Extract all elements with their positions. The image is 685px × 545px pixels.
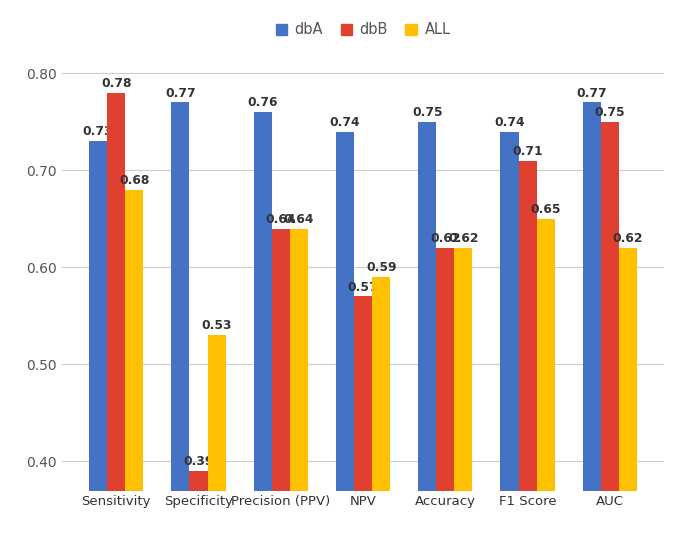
Bar bbox=[336, 131, 354, 545]
Bar bbox=[454, 248, 473, 545]
Text: 0.39: 0.39 bbox=[184, 455, 214, 468]
Bar bbox=[536, 219, 555, 545]
Text: 0.62: 0.62 bbox=[430, 232, 460, 245]
Legend: dbA, dbB, ALL: dbA, dbB, ALL bbox=[270, 16, 456, 43]
Text: 0.62: 0.62 bbox=[448, 232, 479, 245]
Text: 0.57: 0.57 bbox=[348, 281, 378, 294]
Text: 0.75: 0.75 bbox=[595, 106, 625, 119]
Bar bbox=[107, 93, 125, 545]
Text: 0.53: 0.53 bbox=[201, 319, 232, 332]
Text: 0.77: 0.77 bbox=[577, 87, 607, 100]
Bar bbox=[583, 102, 601, 545]
Bar bbox=[272, 228, 290, 545]
Bar bbox=[501, 131, 519, 545]
Bar bbox=[290, 228, 308, 545]
Bar bbox=[601, 122, 619, 545]
Bar bbox=[208, 335, 225, 545]
Bar bbox=[125, 190, 143, 545]
Bar bbox=[619, 248, 637, 545]
Text: 0.64: 0.64 bbox=[266, 213, 296, 226]
Text: 0.62: 0.62 bbox=[613, 232, 643, 245]
Bar bbox=[171, 102, 190, 545]
Bar bbox=[253, 112, 272, 545]
Bar bbox=[354, 296, 372, 545]
Bar bbox=[89, 141, 107, 545]
Bar bbox=[418, 122, 436, 545]
Text: 0.74: 0.74 bbox=[329, 116, 360, 129]
Text: 0.71: 0.71 bbox=[512, 145, 543, 158]
Bar bbox=[436, 248, 454, 545]
Text: 0.76: 0.76 bbox=[247, 96, 278, 109]
Text: 0.77: 0.77 bbox=[165, 87, 196, 100]
Text: 0.74: 0.74 bbox=[495, 116, 525, 129]
Bar bbox=[372, 277, 390, 545]
Bar bbox=[519, 161, 536, 545]
Text: 0.59: 0.59 bbox=[366, 261, 397, 274]
Text: 0.75: 0.75 bbox=[412, 106, 443, 119]
Text: 0.64: 0.64 bbox=[284, 213, 314, 226]
Text: 0.68: 0.68 bbox=[119, 174, 149, 187]
Text: 0.78: 0.78 bbox=[101, 77, 132, 90]
Bar bbox=[190, 471, 208, 545]
Text: 0.73: 0.73 bbox=[83, 125, 113, 138]
Text: 0.65: 0.65 bbox=[530, 203, 561, 216]
